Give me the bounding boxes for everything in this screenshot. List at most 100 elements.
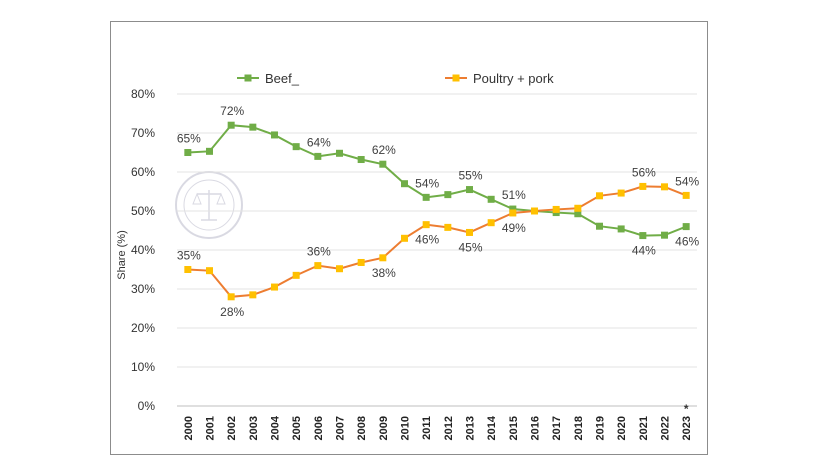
x-tick-label: 2016 <box>530 416 542 440</box>
series-1-point <box>596 192 603 200</box>
series-0-point <box>357 156 365 164</box>
data-label: 56% <box>632 165 656 179</box>
series-0-point <box>227 121 235 129</box>
watermark-seal <box>175 171 243 239</box>
x-tick-label: 2003 <box>248 416 260 440</box>
series-1-point <box>617 189 625 197</box>
legend-label: Poultry + pork <box>473 71 554 86</box>
data-label: 64% <box>307 135 331 149</box>
series-1-point <box>531 207 538 215</box>
data-labels: 65% 72% 64% 62% 54% 55% 51% 44% 46% 35% 28% 36% 38% 4… <box>177 104 700 319</box>
series-1-point <box>292 271 300 279</box>
data-label: 45% <box>458 240 482 254</box>
series-1-point <box>682 191 690 199</box>
data-label: 72% <box>220 104 244 118</box>
series-0-point <box>466 186 473 194</box>
series-1-point <box>314 262 322 270</box>
data-label: 65% <box>177 132 201 146</box>
series-0-point <box>444 191 452 199</box>
x-tick-label: 2008 <box>356 416 368 440</box>
data-label: 49% <box>502 221 526 235</box>
data-label: 51% <box>502 188 526 202</box>
data-label: 28% <box>220 305 244 319</box>
y-axis-label: Share (%) <box>116 230 128 280</box>
line-chart: 0% 10% 20% 30% 40% 50% 60% 70% 80% Share (%) 200… <box>116 71 700 440</box>
series-0-point <box>639 232 647 240</box>
x-tick-label: 2009 <box>378 416 390 440</box>
series-1-point <box>422 221 430 229</box>
x-tick-label: 2010 <box>400 416 412 440</box>
series-0-point <box>336 149 343 157</box>
y-tick-label: 60% <box>131 165 155 179</box>
x-tick-label: 2007 <box>335 416 347 440</box>
y-tick-label: 70% <box>131 126 155 140</box>
series-0-point <box>401 180 408 188</box>
x-axis: 2000 2001 2002 2003 2004 2005 2006 2007 2008 2009… <box>183 415 693 440</box>
x-tick-label: 2014 <box>486 415 498 440</box>
data-label: 46% <box>675 235 699 249</box>
data-label: 35% <box>177 249 201 263</box>
legend-marker <box>452 74 460 82</box>
series-1-point <box>379 254 387 262</box>
series-0-point <box>487 195 495 203</box>
series-0-point <box>422 193 430 201</box>
series-0-point <box>574 210 582 218</box>
series-1-point <box>227 293 235 301</box>
x-tick-label: 2004 <box>270 415 282 440</box>
series-0-point <box>249 123 257 131</box>
legend-label: Beef_ <box>265 71 300 86</box>
series-1-point <box>206 267 213 275</box>
series-0-point <box>184 149 192 156</box>
x-tick-label: 2017 <box>551 416 563 440</box>
x-tick-label: 2012 <box>443 416 455 440</box>
data-label: 62% <box>372 143 396 157</box>
x-tick-label: 2021 <box>638 416 650 440</box>
chart-frame: 0% 10% 20% 30% 40% 50% 60% 70% 80% Share (%) 200… <box>110 21 708 455</box>
x-tick-label: 2011 <box>421 416 433 440</box>
series-1-point <box>466 228 473 236</box>
x-tick-label: 2006 <box>313 416 325 440</box>
series-0-point <box>206 147 213 155</box>
series-1-point <box>444 223 452 231</box>
x-tick-label: 2018 <box>573 416 585 440</box>
series-0-point <box>509 205 517 213</box>
x-axis-note: * <box>684 402 689 416</box>
y-tick-label: 30% <box>131 282 155 296</box>
series-1-point <box>661 183 668 191</box>
data-label: 46% <box>415 233 439 247</box>
data-label: 38% <box>372 266 396 280</box>
series-line-1 <box>187 185 687 298</box>
legend-marker <box>244 74 252 82</box>
y-tick-label: 40% <box>131 243 155 257</box>
x-tick-label: 2022 <box>660 416 672 440</box>
series-0-point <box>661 231 668 239</box>
y-tick-label: 10% <box>131 360 155 374</box>
series-1-point <box>336 265 343 273</box>
data-label: 36% <box>307 245 331 259</box>
grid-lines <box>177 93 697 407</box>
series-0-point <box>596 222 603 230</box>
series-1-point <box>487 219 495 227</box>
data-label: 55% <box>458 169 482 183</box>
y-tick-label: 80% <box>131 87 155 101</box>
data-label: 54% <box>675 174 699 188</box>
x-tick-label: 2015 <box>508 416 520 440</box>
series-layer <box>184 121 690 301</box>
series-1-point <box>639 182 647 190</box>
x-tick-label: 2023 <box>681 416 693 440</box>
series-1-point <box>249 291 257 299</box>
series-0-point <box>271 131 278 139</box>
series-0-point <box>314 152 322 160</box>
x-tick-label: 2020 <box>616 416 628 440</box>
series-1-point <box>271 283 278 291</box>
series-0-point <box>379 160 387 168</box>
x-tick-label: 2002 <box>226 416 238 440</box>
series-0-point <box>292 143 300 151</box>
y-tick-label: 20% <box>131 321 155 335</box>
series-1-point <box>552 205 560 213</box>
x-tick-label: 2001 <box>205 416 217 440</box>
y-tick-label: 50% <box>131 204 155 218</box>
series-1-point <box>509 209 517 217</box>
x-tick-label: 2019 <box>595 416 607 440</box>
x-tick-label: 2013 <box>465 416 477 440</box>
